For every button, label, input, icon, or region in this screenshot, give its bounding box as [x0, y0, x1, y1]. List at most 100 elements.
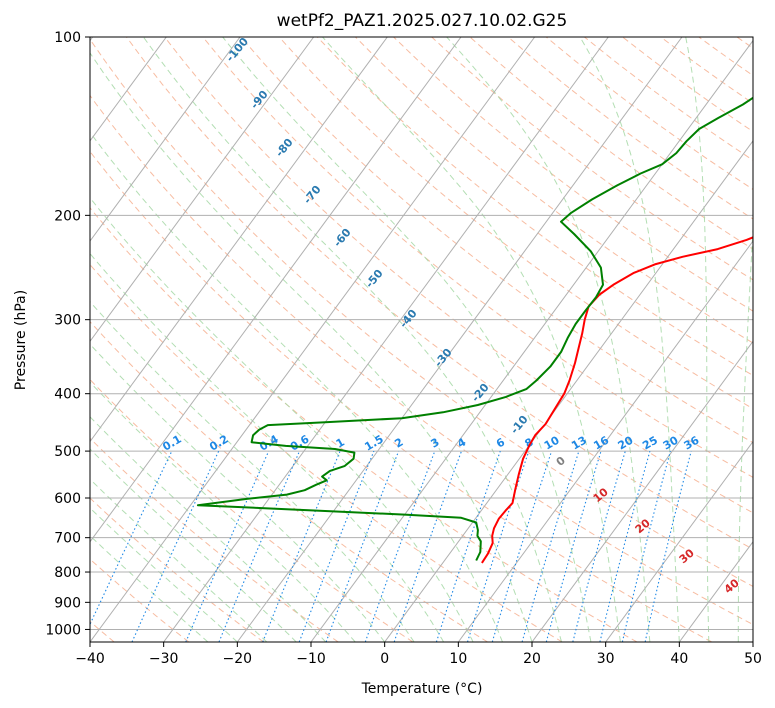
moist-adiabat-line — [737, 219, 753, 642]
mixing-ratio-line — [325, 450, 400, 642]
mixing-ratio-label: 4 — [455, 435, 468, 450]
x-axis-label: Temperature (°C) — [361, 681, 483, 697]
isotherm-gridline — [236, 37, 683, 642]
x-tick-label: 40 — [670, 651, 688, 667]
plot-frame — [89, 36, 754, 643]
mixing-ratio-line — [435, 450, 501, 642]
moist-adiabat-line — [90, 448, 297, 642]
mixing-ratio-label: 36 — [682, 433, 702, 452]
moist-adiabat-line — [90, 343, 386, 642]
mixing-ratio-line — [185, 450, 270, 642]
dry-adiabat-label: -80 — [273, 136, 296, 160]
isotherm-gridlines — [90, 37, 753, 642]
chart-title: wetPf2_PAZ1.2025.027.10.02.G25 — [277, 11, 568, 31]
mixing-ratio-line — [572, 450, 626, 642]
mixing-ratio-line — [521, 450, 580, 642]
isotherm-gridline — [90, 37, 315, 343]
x-tick-label: −30 — [149, 651, 179, 667]
mixing-ratio-line — [545, 450, 602, 642]
dry-adiabat-label: -10 — [508, 413, 531, 437]
isotherm-gridline — [457, 240, 753, 642]
adiabat-labels: 0.1 0.2 0.4 0.6 1 1.5 2 3 4 6 8 10 13 16 20 25 30 36-100-… — [160, 35, 742, 596]
mixing-ratio-label: 3 — [429, 436, 442, 451]
mixing-ratio-label: 13 — [569, 434, 589, 453]
mixing-ratio-label: 1.5 — [362, 433, 385, 454]
isotherm-gridline — [90, 37, 462, 543]
y-tick-label: 500 — [54, 444, 81, 460]
mixing-ratio-line — [262, 450, 341, 642]
mixing-ratio-label: 0.2 — [207, 433, 230, 454]
dry-adiabat-label: -70 — [301, 183, 324, 207]
dry-adiabat-line — [431, 37, 753, 281]
dry-adiabat-line — [90, 263, 563, 642]
isotherm-gridline — [90, 37, 241, 242]
isotherm-gridline — [90, 37, 388, 443]
mixing-ratio-line — [393, 450, 463, 642]
dry-adiabat-label: -100 — [223, 35, 251, 65]
moist-adiabats — [90, 37, 753, 642]
mixing-ratio-label: 20 — [616, 433, 636, 452]
x-tick-label: −20 — [223, 651, 253, 667]
moist-adiabat-line — [446, 37, 651, 642]
y-axis-label: Pressure (hPa) — [13, 290, 29, 390]
mixing-ratio-line — [621, 450, 671, 642]
moist-adiabat-line — [90, 52, 533, 642]
dry-adiabat-line — [90, 207, 638, 642]
dewpoint-profile-line — [196, 96, 753, 561]
dry-adiabat-label: -60 — [331, 226, 354, 250]
x-tick-label: 10 — [449, 651, 467, 667]
x-tick-label: −10 — [296, 651, 326, 667]
moist-adiabat-line — [142, 37, 562, 642]
moist-adiabat-line — [90, 416, 327, 642]
x-tick-label: 0 — [380, 651, 389, 667]
isotherm-gridline — [678, 540, 753, 642]
moist-adiabat-line — [222, 37, 592, 642]
dry-adiabat-line — [90, 321, 488, 642]
y-tick-label: 100 — [54, 30, 81, 46]
dry-adiabat-label: -30 — [432, 346, 455, 370]
y-tick-label: 200 — [54, 208, 81, 224]
isotherm-gridline — [752, 641, 753, 642]
isotherm-gridline — [90, 37, 536, 642]
temperature-profile-line — [481, 236, 753, 564]
y-axis-ticks: 100 200 300 400 500 600 700 800 900 1000 — [45, 30, 90, 638]
dry-adiabat-line — [278, 37, 753, 410]
dry-adiabat-line — [698, 37, 753, 77]
mixing-ratio-line — [90, 450, 173, 626]
moist-adiabat-label: 0 — [554, 454, 568, 469]
isotherm-gridline — [90, 37, 167, 142]
dry-adiabat-line — [90, 150, 712, 642]
profile-series — [196, 96, 753, 564]
x-axis-ticks: −40 −30 −20 −10 0 10 20 30 40 50 — [75, 642, 762, 667]
dry-adiabat-line — [90, 38, 753, 587]
isotherm-gridline — [531, 340, 753, 642]
y-tick-label: 300 — [54, 313, 81, 329]
plot-area: 0.1 0.2 0.4 0.6 1 1.5 2 3 4 6 8 10 13 16 20 25 30 36-100-… — [90, 35, 753, 642]
dry-adiabat-line — [164, 37, 753, 514]
dry-adiabat-line — [90, 497, 264, 642]
isotherm-gridline — [384, 140, 753, 642]
dry-adiabat-line — [90, 94, 753, 626]
moist-adiabat-line — [90, 507, 238, 642]
dry-adiabat-label: -50 — [363, 267, 386, 291]
mixing-ratio-line — [644, 450, 692, 642]
y-tick-label: 600 — [54, 491, 81, 507]
mixing-ratio-lines — [90, 450, 692, 642]
moist-adiabat-line — [90, 381, 356, 642]
dry-adiabat-label: -90 — [248, 88, 271, 112]
isobar-gridlines — [90, 37, 753, 630]
mixing-ratio-line — [298, 450, 375, 642]
mixing-ratio-line — [218, 450, 301, 642]
mixing-ratio-label: 0.6 — [288, 432, 312, 453]
mixing-ratio-line — [466, 450, 530, 642]
moist-adiabat-line — [90, 252, 445, 642]
x-tick-label: −40 — [75, 651, 105, 667]
dry-adiabat-line — [316, 37, 753, 377]
moist-adiabat-label: 10 — [591, 485, 611, 505]
mixing-ratio-label: 2 — [392, 436, 405, 451]
x-tick-label: 30 — [597, 651, 615, 667]
moist-adiabat-line — [90, 197, 474, 642]
moist-adiabat-line — [685, 37, 710, 642]
mixing-ratio-line — [599, 450, 651, 642]
